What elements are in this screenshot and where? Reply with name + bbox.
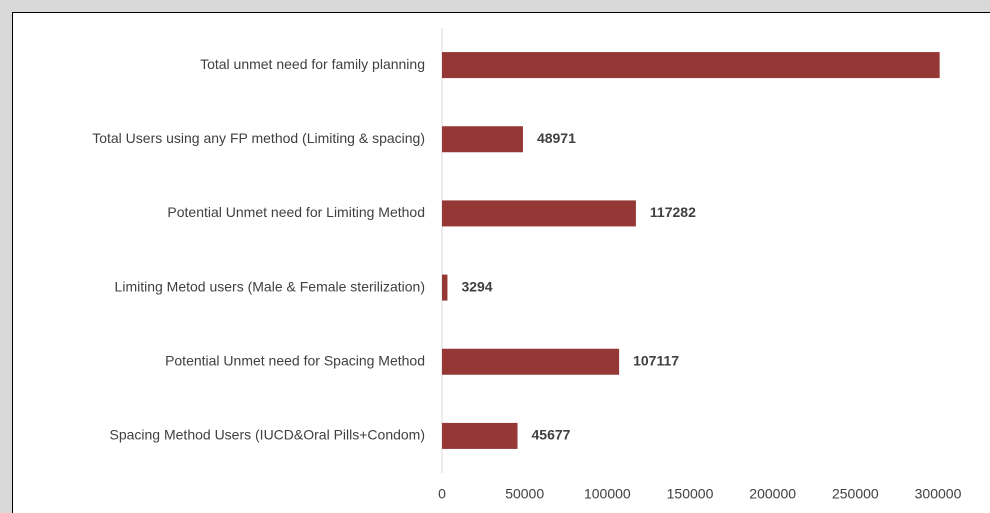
- x-tick-label: 300000: [915, 486, 962, 502]
- value-label: 117282: [650, 204, 696, 220]
- y-tick-label: Potential Unmet need for Limiting Method: [167, 204, 425, 220]
- x-tick-label: 0: [438, 486, 446, 502]
- y-tick-label: Limiting Metod users (Male & Female ster…: [115, 278, 425, 294]
- y-tick-label: Total unmet need for family planning: [200, 56, 425, 72]
- bar: [442, 52, 940, 79]
- value-label: 45677: [532, 427, 571, 443]
- bar: [442, 126, 523, 153]
- x-tick-label: 50000: [505, 486, 544, 502]
- x-tick-label: 250000: [832, 486, 879, 502]
- top-band: [0, 0, 990, 12]
- bar: [442, 422, 518, 449]
- x-tick-label: 150000: [667, 486, 714, 502]
- x-tick-label: 200000: [749, 486, 796, 502]
- y-tick-label: Total Users using any FP method (Limitin…: [92, 130, 425, 146]
- bar: [442, 348, 620, 375]
- x-tick-label: 100000: [584, 486, 631, 502]
- value-label: 3294: [461, 278, 492, 294]
- y-tick-label: Potential Unmet need for Spacing Method: [165, 352, 425, 368]
- bar: [442, 274, 448, 301]
- y-tick-label: Spacing Method Users (IUCD&Oral Pills+Co…: [110, 427, 426, 443]
- value-label: 48971: [537, 130, 576, 146]
- left-band: [0, 0, 12, 513]
- bar: [442, 200, 636, 227]
- value-label: 107117: [633, 352, 679, 368]
